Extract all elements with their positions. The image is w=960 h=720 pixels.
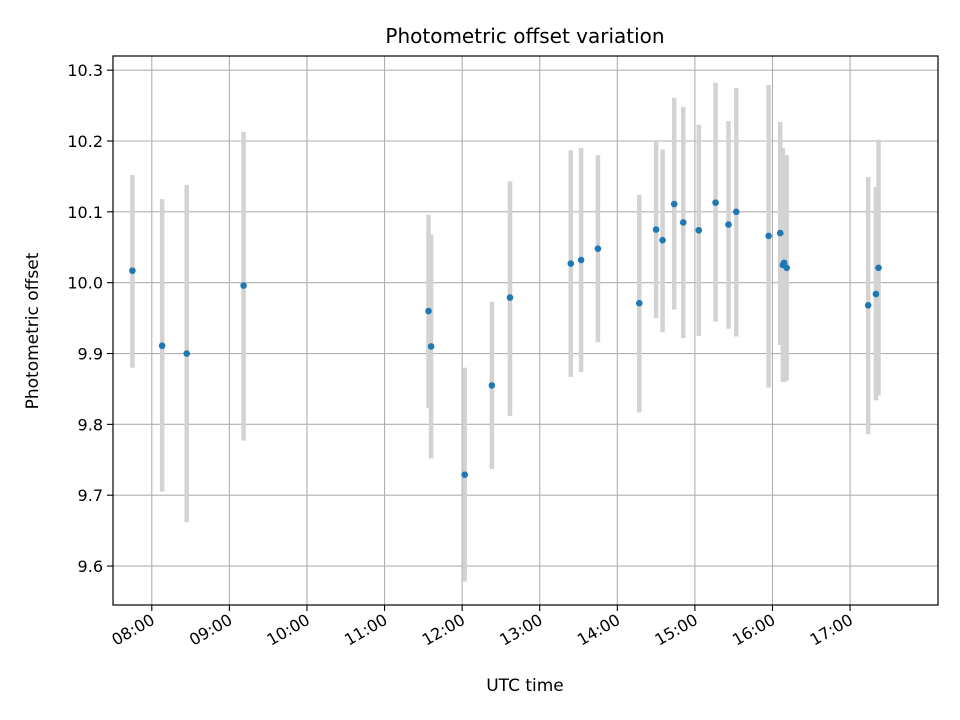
grid	[113, 56, 938, 605]
data-point	[679, 219, 687, 226]
data-point	[635, 299, 643, 307]
data-point	[488, 382, 496, 389]
data-point	[129, 267, 136, 274]
data-point	[725, 221, 732, 228]
y-tick-label: 10.3	[67, 61, 103, 80]
data-point	[183, 350, 191, 357]
y-tick-label: 9.8	[78, 415, 103, 434]
data-point	[652, 226, 660, 233]
data-points	[129, 199, 882, 478]
data-point	[872, 290, 880, 298]
y-tick-label: 10.0	[67, 274, 103, 293]
data-point	[864, 302, 872, 309]
data-point	[427, 343, 435, 350]
y-tick-label: 10.2	[67, 132, 103, 151]
data-point	[567, 260, 575, 267]
x-axis-title: UTC time	[486, 676, 564, 696]
data-point	[594, 245, 602, 252]
data-point	[783, 264, 791, 272]
data-point	[659, 236, 666, 244]
data-point	[780, 259, 788, 267]
data-point	[712, 199, 719, 206]
chart-title: Photometric offset variation	[385, 24, 664, 48]
data-point	[732, 208, 740, 216]
data-point	[461, 471, 469, 478]
data-point	[765, 232, 772, 240]
data-point	[776, 229, 784, 237]
y-tick-label: 9.9	[78, 345, 103, 364]
data-point	[506, 294, 514, 301]
y-tick-label: 9.6	[78, 557, 103, 576]
data-point	[670, 200, 678, 208]
plot-frame	[112, 55, 939, 606]
y-axis-title: Photometric offset	[23, 252, 43, 409]
y-tick-label: 9.7	[78, 486, 103, 505]
data-point	[577, 256, 585, 264]
y-tick-label: 10.1	[67, 203, 103, 222]
data-point	[240, 282, 247, 289]
plot-area	[113, 56, 938, 605]
data-point	[875, 264, 882, 272]
data-point	[425, 307, 432, 315]
data-point	[695, 226, 703, 234]
data-point	[158, 342, 166, 350]
y-axis: 9.6 9.7 9.8 9.9 10.0 10.1 10.2 10.3	[67, 61, 113, 576]
